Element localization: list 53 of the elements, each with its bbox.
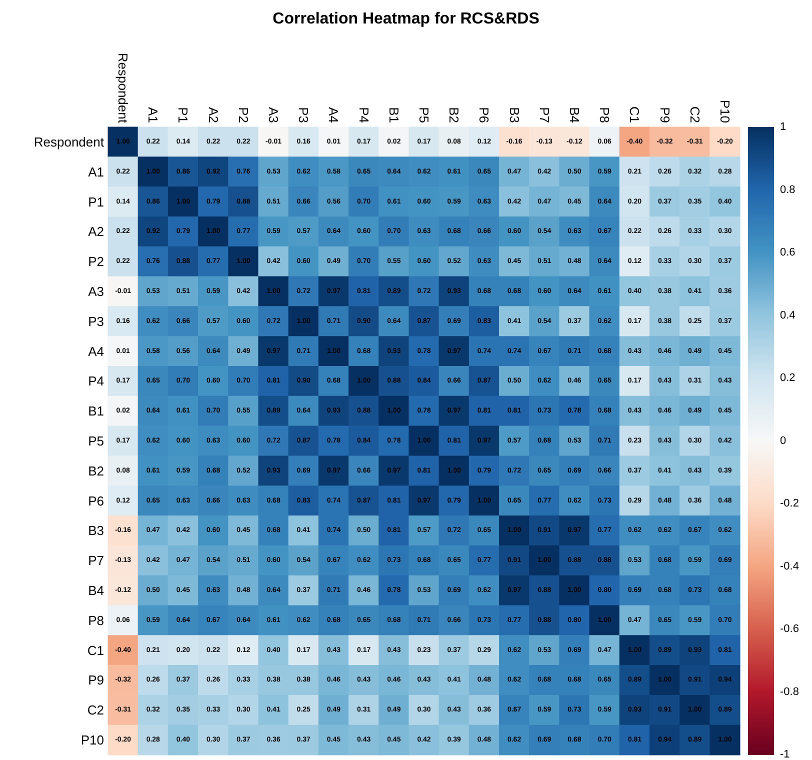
- color-bar-label: 0.8: [780, 184, 796, 196]
- y-tick-label: A3: [88, 284, 104, 299]
- y-tick-label: P10: [80, 732, 104, 748]
- y-tick-label: P7: [88, 553, 104, 568]
- y-tick-label: P4: [88, 374, 104, 389]
- x-tick-label: P6: [476, 107, 492, 123]
- color-bar-label: 0.2: [780, 372, 796, 384]
- y-tick-label: P9: [88, 672, 104, 688]
- x-tick-label: P2: [236, 107, 251, 123]
- x-tick-label: P4: [356, 107, 372, 123]
- y-tick-label: A2: [88, 224, 104, 240]
- color-bar-label: -1: [780, 748, 790, 760]
- color-bar-label: -0.8: [780, 686, 799, 698]
- y-tick-label: B3: [88, 523, 104, 538]
- y-tick-label: P5: [88, 434, 104, 448]
- y-tick-label: C1: [87, 642, 104, 658]
- x-tick-label: A1: [146, 107, 161, 123]
- y-tick-label: P3: [88, 314, 104, 329]
- y-tick-label: A4: [88, 344, 104, 359]
- color-bar-label: -0.2: [780, 498, 799, 510]
- y-tick-label: A1: [88, 164, 104, 180]
- y-tick-label: C2: [87, 702, 104, 718]
- x-tick-label: P1: [176, 107, 191, 123]
- x-tick-label: P8: [597, 107, 612, 123]
- x-tick-label: P5: [416, 107, 432, 123]
- color-bar-label: 0.4: [780, 309, 796, 322]
- y-tick-label: P1: [88, 194, 104, 210]
- x-tick-label: C2: [687, 106, 702, 123]
- x-tick-label: P10: [717, 100, 732, 123]
- x-tick-label: A2: [206, 107, 221, 123]
- chart-title: Correlation Heatmap for RCS&RDS: [272, 10, 540, 28]
- x-tick-label: A3: [266, 107, 282, 123]
- y-tick-label: B1: [88, 404, 104, 419]
- x-tick-label: C1: [627, 106, 642, 123]
- color-bar-label: 1: [780, 121, 786, 133]
- color-bar-label: 0.6: [780, 246, 796, 258]
- x-tick-label: P9: [657, 107, 672, 123]
- x-tick-label: P7: [536, 107, 552, 123]
- x-tick-label: A4: [326, 107, 342, 123]
- y-tick-label: Respondent: [34, 134, 104, 150]
- y-tick-label: B4: [88, 583, 104, 598]
- color-bar-label: 0: [780, 434, 786, 447]
- x-tick-label: B2: [446, 107, 462, 123]
- y-tick-label: P2: [88, 254, 104, 270]
- y-tick-label: P8: [88, 612, 104, 628]
- color-bar-label: -0.4: [780, 560, 799, 572]
- y-tick-label: B2: [88, 463, 104, 478]
- color-bar-label: -0.6: [780, 623, 799, 635]
- x-tick-label: B4: [566, 107, 582, 123]
- y-tick-label: P6: [88, 493, 104, 508]
- x-tick-label: B3: [506, 107, 522, 123]
- x-tick-label: B1: [386, 107, 402, 123]
- x-tick-label: P3: [296, 107, 312, 123]
